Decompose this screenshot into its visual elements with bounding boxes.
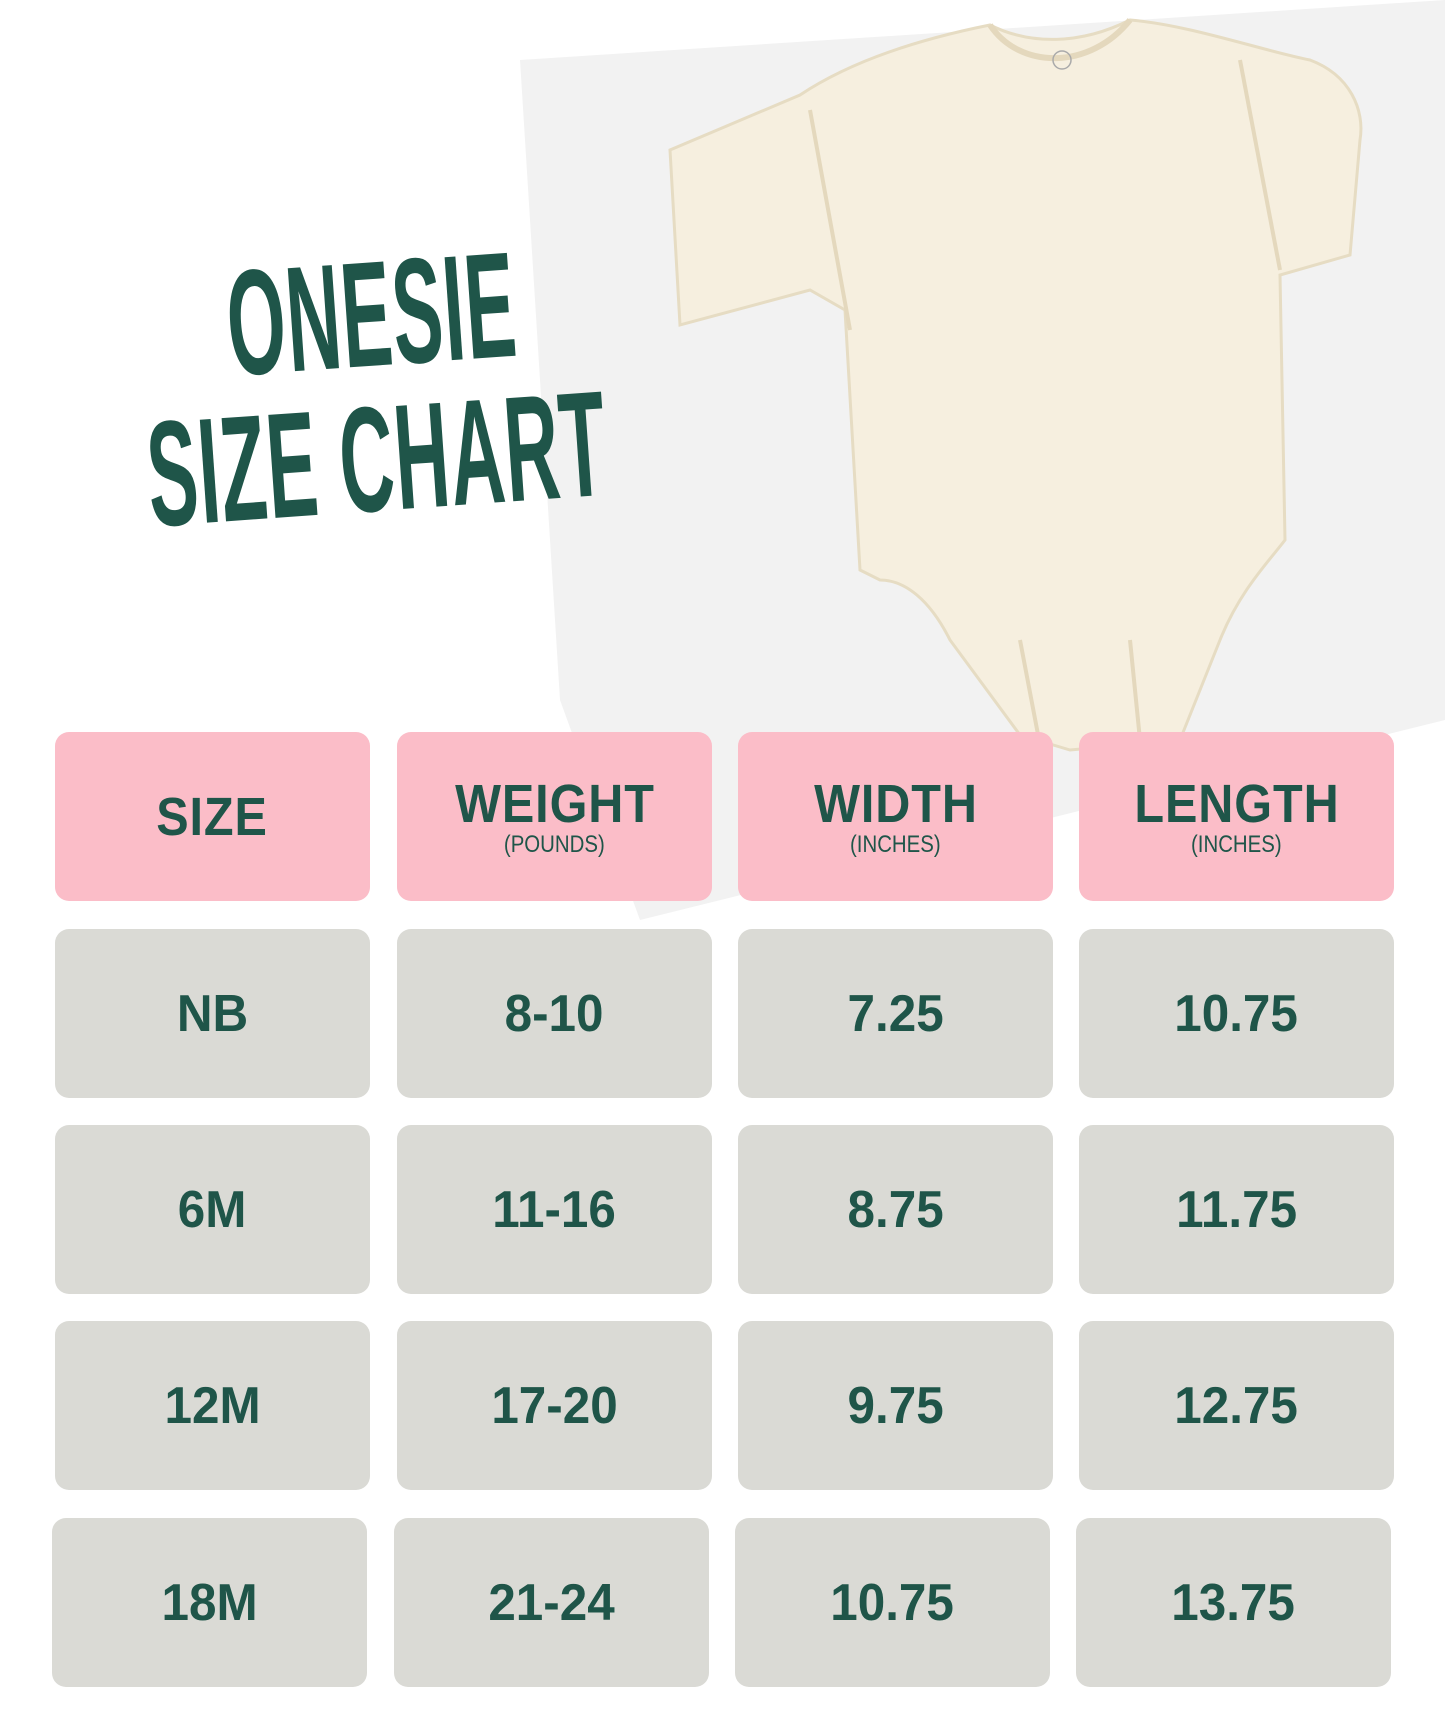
cell-value: 10.75 [830, 1573, 955, 1632]
cell-width: 10.75 [735, 1518, 1050, 1687]
header-unit: (INCHES) [1191, 830, 1282, 858]
header-size: SIZE [55, 732, 370, 901]
header-label: LENGTH [1133, 773, 1340, 834]
cell-size: 18M [52, 1518, 367, 1687]
cell-value: 17-20 [491, 1376, 618, 1435]
cell-value: 12M [164, 1376, 261, 1435]
cell-weight: 8-10 [397, 929, 712, 1098]
cell-size: 12M [55, 1321, 370, 1490]
cell-weight: 17-20 [397, 1321, 712, 1490]
cell-value: 6M [178, 1180, 247, 1239]
header-label: WIDTH [813, 773, 978, 834]
cell-length: 11.75 [1079, 1125, 1394, 1294]
page-title: ONESIE SIZE CHART [120, 189, 662, 564]
header-label: SIZE [156, 786, 269, 847]
header-unit: (INCHES) [850, 830, 941, 858]
header-length: LENGTH (INCHES) [1079, 732, 1394, 901]
header-label: WEIGHT [454, 773, 655, 834]
cell-value: 10.75 [1174, 984, 1299, 1043]
cell-value: 18M [161, 1573, 258, 1632]
cell-width: 9.75 [738, 1321, 1053, 1490]
cell-value: 12.75 [1174, 1376, 1299, 1435]
cell-value: 11-16 [492, 1180, 617, 1239]
cell-value: 8.75 [847, 1180, 944, 1239]
cell-value: 13.75 [1171, 1573, 1296, 1632]
cell-value: 21-24 [488, 1573, 615, 1632]
cell-width: 7.25 [738, 929, 1053, 1098]
onesie-photo [668, 18, 1363, 752]
title-line-2: SIZE CHART [141, 358, 613, 559]
cell-size: NB [55, 929, 370, 1098]
cell-width: 8.75 [738, 1125, 1053, 1294]
header-weight: WEIGHT (POUNDS) [397, 732, 712, 901]
cell-weight: 21-24 [394, 1518, 709, 1687]
cell-length: 13.75 [1076, 1518, 1391, 1687]
cell-value: 9.75 [847, 1376, 944, 1435]
cell-size: 6M [55, 1125, 370, 1294]
header-unit: (POUNDS) [504, 830, 605, 858]
cell-value: NB [176, 984, 249, 1043]
cell-length: 12.75 [1079, 1321, 1394, 1490]
cell-value: 8-10 [505, 984, 604, 1043]
cell-value: 7.25 [847, 984, 944, 1043]
cell-weight: 11-16 [397, 1125, 712, 1294]
cell-value: 11.75 [1176, 1180, 1297, 1239]
cell-length: 10.75 [1079, 929, 1394, 1098]
header-width: WIDTH (INCHES) [738, 732, 1053, 901]
